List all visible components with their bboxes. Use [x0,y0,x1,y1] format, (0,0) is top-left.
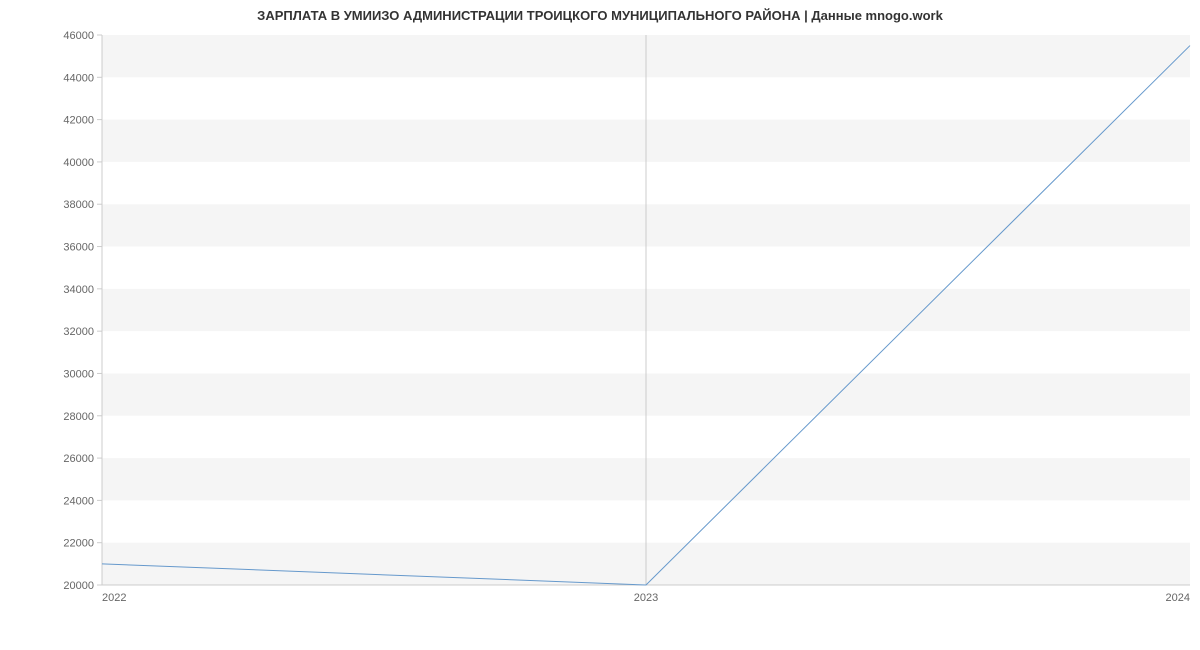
y-tick-label: 20000 [63,580,94,592]
y-tick-label: 32000 [63,326,94,338]
y-tick-label: 34000 [63,284,94,296]
x-tick-label: 2024 [1166,592,1190,604]
y-tick-label: 24000 [63,495,94,507]
x-tick-label: 2023 [634,592,658,604]
chart-container: ЗАРПЛАТА В УМИИЗО АДМИНИСТРАЦИИ ТРОИЦКОГ… [0,0,1200,650]
y-tick-label: 28000 [63,411,94,423]
line-chart: 20000 22000 24000 26000 28000 30000 32000 34000… [0,23,1200,645]
y-tick-label: 30000 [63,368,94,380]
y-tick-label: 22000 [63,538,94,550]
y-tick-label: 36000 [63,242,94,254]
y-tick-label: 38000 [63,199,94,211]
y-tick-label: 40000 [63,157,94,169]
y-tick-label: 26000 [63,453,94,465]
y-tick-label: 44000 [63,72,94,84]
y-tick-label: 46000 [63,30,94,42]
y-tick-label: 42000 [63,115,94,127]
x-tick-label: 2022 [102,592,126,604]
chart-title: ЗАРПЛАТА В УМИИЗО АДМИНИСТРАЦИИ ТРОИЦКОГ… [0,0,1200,23]
